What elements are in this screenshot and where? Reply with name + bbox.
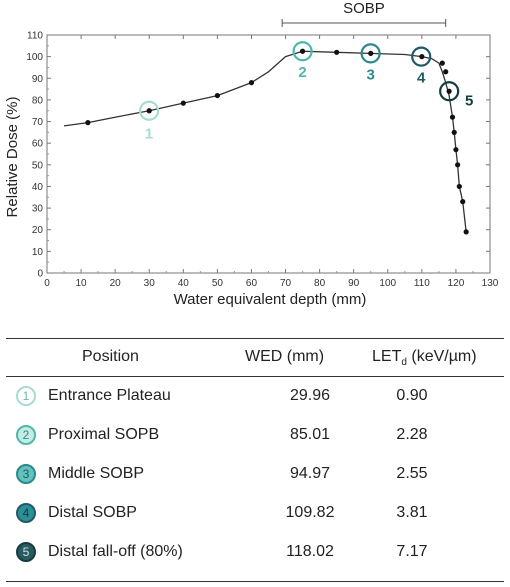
x-tick-label: 100 (379, 278, 396, 289)
axes-layer: 0 10 20 30 40 50 60 70 80 90 100 110 120 130 0 10 20 30 40… (26, 31, 498, 290)
sobp-annotation: SOBP (281, 0, 447, 27)
points-layer (85, 48, 469, 235)
data-point (455, 162, 461, 168)
marker-circle-5 (439, 81, 460, 102)
marker-circle-3 (360, 43, 381, 64)
cell-wed: 29.96 (289, 387, 331, 404)
x-tick-label: 110 (414, 278, 430, 289)
cell-wed: 109.82 (285, 504, 335, 521)
table-bottom-rule (6, 581, 504, 582)
sobp-label: SOBP (343, 0, 385, 17)
marker-label-1: 1 (145, 126, 153, 143)
cell-wed: 118.02 (286, 543, 334, 560)
x-tick-label: 90 (348, 278, 360, 289)
marker-circle-2 (292, 41, 313, 62)
y-tick-label: 110 (27, 31, 43, 42)
y-tick-label: 10 (32, 247, 44, 258)
x-tick-label: 0 (44, 278, 50, 289)
dose-curve (63, 50, 467, 232)
row-marker-icon: 2 (16, 425, 36, 445)
row-marker-icon: 3 (16, 464, 36, 484)
data-point (299, 48, 306, 54)
y-tick-label: 40 (32, 182, 44, 193)
data-point (456, 183, 462, 190)
y-tick-label: 70 (32, 117, 44, 128)
y-tick-label: 90 (32, 74, 44, 85)
header-let: LETd (keV/µm) (372, 348, 477, 369)
data-point (146, 108, 152, 114)
cell-wed: 94.97 (289, 465, 331, 482)
table-row: 4 Distal SOBP 109.82 3.81 (0, 497, 510, 533)
x-tick-label: 10 (76, 278, 88, 289)
data-point (453, 147, 459, 153)
cell-let: 2.55 (396, 465, 428, 482)
curve-layer (63, 50, 467, 232)
cell-let: 2.28 (396, 426, 428, 443)
y-tick-label: 80 (32, 95, 44, 106)
data-point (368, 50, 374, 56)
x-tick-label: 30 (144, 278, 156, 289)
y-tick-label: 20 (32, 225, 44, 236)
table-row: 2 Proximal SOPB 85.01 2.28 (0, 419, 510, 455)
marker-circle-1 (138, 100, 160, 121)
x-tick-label: 50 (212, 278, 224, 289)
x-axis-label: Water equivalent depth (mm) (174, 291, 367, 308)
cell-position: Distal SOBP (48, 504, 137, 521)
cell-position: Distal fall-off (80%) (48, 543, 183, 560)
cell-wed: 85.01 (289, 426, 331, 443)
x-tick-label: 20 (110, 278, 122, 289)
cell-position: Middle SOBP (48, 465, 145, 482)
x-tick-label: 40 (178, 278, 190, 289)
data-point (419, 54, 425, 60)
marker-label-4: 4 (417, 70, 426, 87)
data-point (214, 92, 220, 99)
y-tick-label: 60 (32, 139, 44, 150)
header-wed: WED (mm) (245, 348, 325, 365)
data-point (463, 229, 469, 235)
header-position: Position (82, 348, 139, 365)
data-point (334, 49, 340, 55)
x-tick-label: 70 (280, 278, 292, 289)
y-tick-label: 50 (32, 160, 44, 171)
cell-position: Entrance Plateau (48, 387, 171, 404)
x-tick-label: 120 (448, 278, 465, 289)
y-tick-label: 30 (32, 204, 44, 215)
y-axis-label: Relative Dose (%) (4, 97, 21, 218)
y-tick-label: 0 (37, 269, 43, 280)
data-point (85, 120, 91, 126)
data-point (180, 100, 186, 106)
data-point (446, 88, 452, 94)
row-marker-icon: 4 (16, 503, 36, 523)
cell-let: 0.90 (396, 387, 428, 404)
table-top-rule (6, 338, 504, 339)
x-tick-label: 130 (482, 278, 499, 289)
cell-position: Proximal SOPB (48, 426, 160, 443)
data-point (460, 199, 466, 205)
row-marker-icon: 5 (16, 542, 36, 562)
dose-depth-chart: 0 10 20 30 40 50 60 70 80 90 100 110 120 130 0 10 20 30 40… (4, 0, 499, 308)
row-marker-icon: 1 (16, 386, 36, 406)
x-tick-label: 60 (246, 278, 258, 289)
marker-label-5: 5 (465, 92, 473, 109)
table-row: 5 Distal fall-off (80%) 118.02 7.17 (0, 536, 510, 572)
data-point (449, 114, 456, 120)
table-row: 3 Middle SOBP 94.97 2.55 (0, 458, 510, 494)
data-point (451, 129, 457, 135)
marker-label-2: 2 (298, 64, 306, 81)
table-row: 1 Entrance Plateau 29.96 0.90 (0, 380, 510, 416)
data-point (443, 69, 449, 75)
y-tick-label: 100 (26, 52, 43, 63)
marker-label-3: 3 (366, 66, 374, 83)
cell-let: 7.17 (396, 543, 428, 560)
table-header-rule (6, 376, 504, 377)
data-point (248, 80, 255, 86)
cell-let: 3.81 (396, 504, 428, 521)
marker-circle-4 (411, 46, 432, 67)
x-tick-label: 80 (314, 278, 326, 289)
markers-layer: 1 2 3 4 5 (138, 41, 473, 143)
data-point (439, 60, 445, 66)
